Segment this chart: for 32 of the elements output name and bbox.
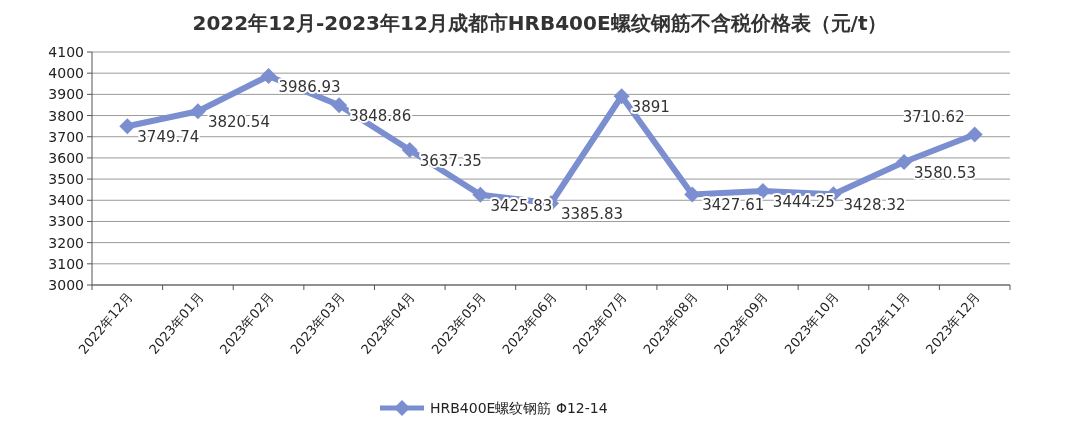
y-tick-label: 3600 bbox=[48, 149, 84, 166]
point bbox=[189, 103, 206, 120]
chart-title: 2022年12月-2023年12月成都市HRB400E螺纹钢筋不含税价格表（元/t） bbox=[192, 11, 888, 35]
point bbox=[119, 118, 136, 135]
point bbox=[896, 154, 913, 171]
point bbox=[401, 142, 418, 158]
y-tick-label: 3700 bbox=[48, 128, 84, 145]
y-tick-label: 3100 bbox=[48, 255, 84, 272]
y-tick-label: 3800 bbox=[48, 107, 84, 124]
data-label: 3427.61 bbox=[702, 196, 765, 215]
y-tick-label: 3300 bbox=[48, 213, 84, 230]
point bbox=[613, 88, 630, 105]
y-tick-label: 3200 bbox=[48, 234, 84, 251]
y-tick-label: 3000 bbox=[48, 277, 84, 293]
data-label: 3749.74 bbox=[137, 128, 200, 147]
y-tick-label: 4100 bbox=[48, 44, 84, 60]
point bbox=[331, 97, 348, 114]
data-label: 3820.54 bbox=[207, 113, 270, 132]
point bbox=[966, 126, 983, 143]
point bbox=[260, 67, 277, 84]
data-label: 3385.83 bbox=[561, 205, 624, 224]
data-label: 3444.25 bbox=[772, 192, 835, 211]
y-tick-label: 3500 bbox=[48, 171, 84, 188]
y-tick-label: 3900 bbox=[48, 86, 84, 103]
point bbox=[472, 186, 489, 203]
data-label: 3891 bbox=[631, 98, 670, 117]
data-label: 3580.53 bbox=[914, 164, 977, 183]
legend-label: HRB400E螺纹钢筋 Φ12-14 bbox=[430, 400, 608, 416]
data-label: 3428.32 bbox=[843, 196, 906, 215]
y-tick-label: 3400 bbox=[48, 192, 84, 209]
data-label: 3710.62 bbox=[902, 108, 965, 127]
y-tick-label: 4000 bbox=[48, 65, 84, 82]
